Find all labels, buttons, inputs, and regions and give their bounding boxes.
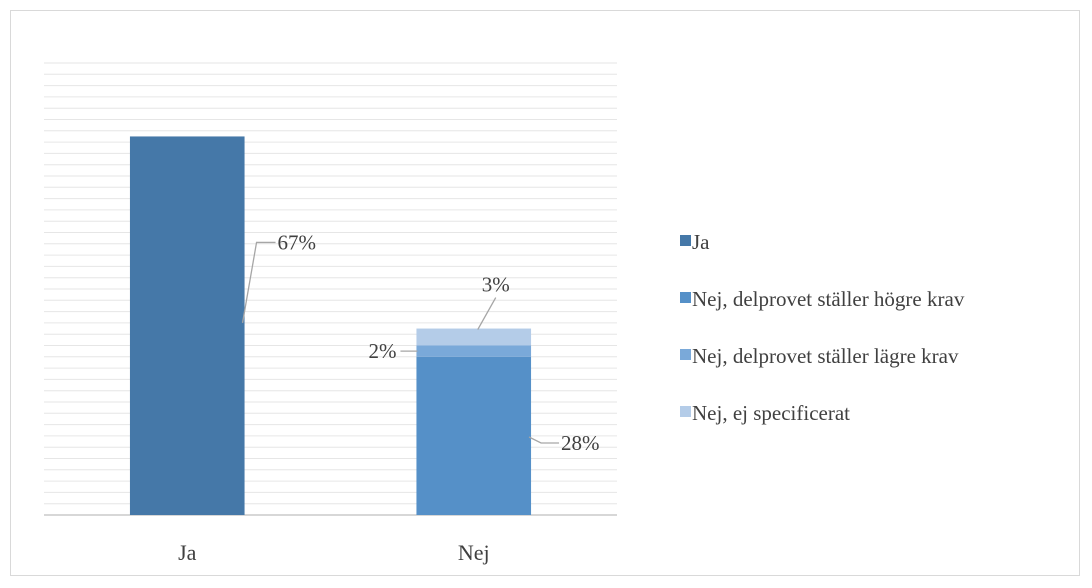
bar-segment [129,136,245,515]
legend-label: Nej, ej specificerat [692,401,850,425]
leader-line [528,436,560,444]
data-label: 2% [368,339,396,363]
legend-swatch [680,406,691,417]
leader-lines [241,241,560,444]
bar-segment [416,356,532,515]
data-label: 67% [278,230,317,254]
legend: Ja Nej, delprovet ställer högre krav Nej, … [680,230,965,425]
leader-line [477,297,497,330]
category-labels: Ja Nej [178,540,490,565]
data-labels: 67% 28% 2% 3% [278,230,600,455]
category-label: Nej [458,540,490,565]
data-label: 28% [561,431,600,455]
legend-swatch [680,235,691,246]
legend-swatch [680,349,691,360]
legend-label: Ja [692,230,710,254]
bar-segment [416,328,532,346]
leader-line [241,241,276,324]
legend-label: Nej, delprovet ställer högre krav [692,287,965,311]
bars [129,136,532,515]
bar-segment [416,345,532,357]
data-label: 3% [482,273,510,297]
legend-label: Nej, delprovet ställer lägre krav [692,344,959,368]
category-label: Ja [178,540,197,565]
legend-swatch [680,292,691,303]
